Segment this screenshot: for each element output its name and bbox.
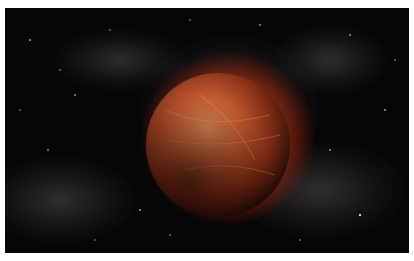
space-scene (0, 0, 414, 261)
planet-shadow (146, 73, 290, 217)
page: (() => { const data = JSON.parse(documen… (0, 0, 414, 261)
